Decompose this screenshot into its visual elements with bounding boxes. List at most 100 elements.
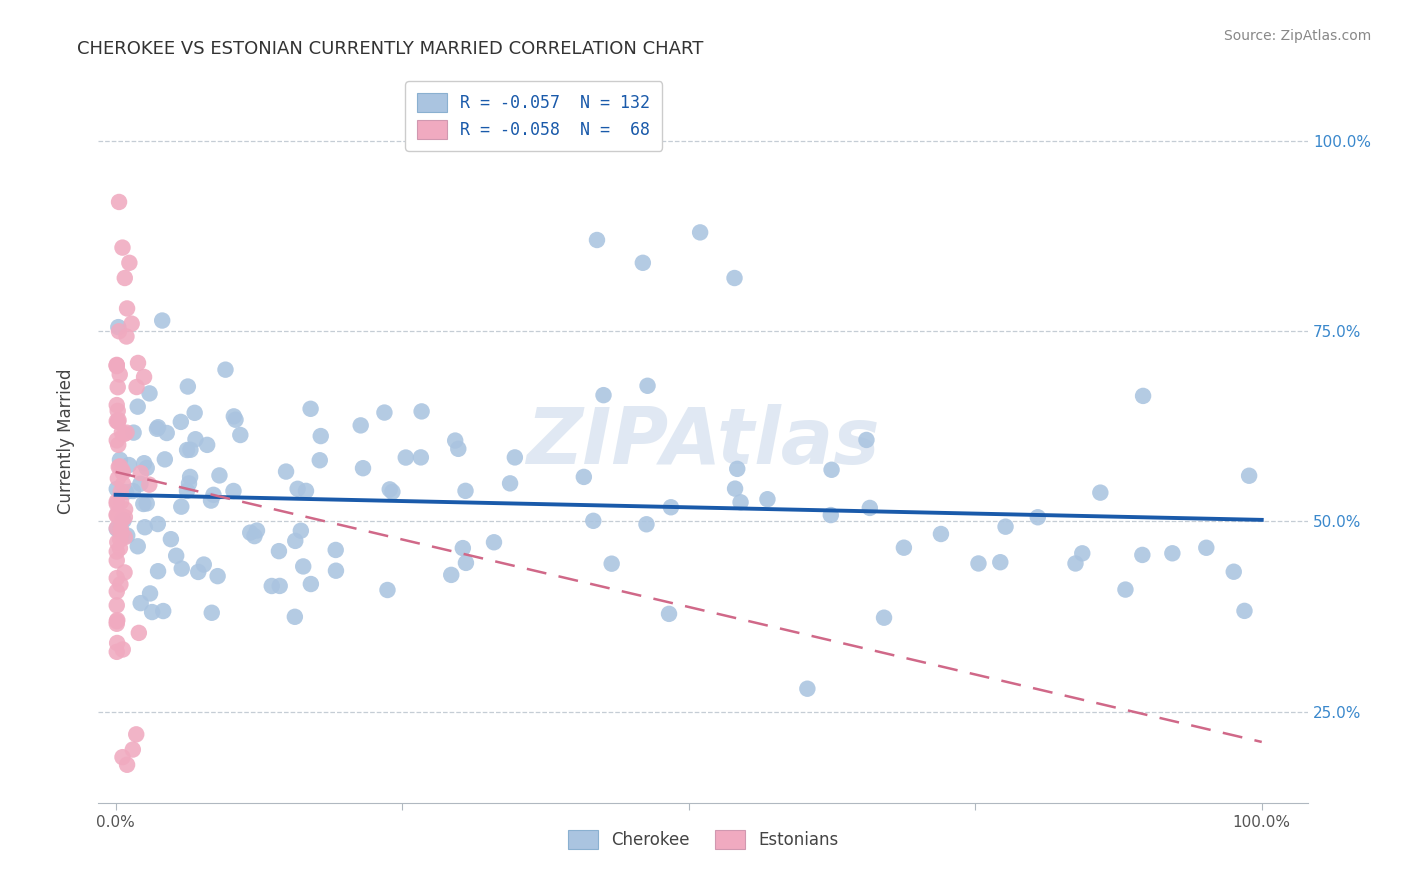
- Point: [150, 313, 173, 327]
- Point: [269, 579, 291, 593]
- Point: [111, 513, 134, 527]
- Point: [127, 539, 149, 553]
- Point: [967, 557, 990, 571]
- Point: [636, 517, 658, 532]
- Point: [295, 483, 318, 498]
- Point: [309, 429, 332, 443]
- Point: [105, 494, 128, 508]
- Point: [796, 681, 818, 696]
- Point: [134, 520, 156, 534]
- Point: [108, 324, 131, 338]
- Point: [290, 524, 312, 538]
- Point: [409, 450, 432, 465]
- Point: [105, 584, 128, 599]
- Point: [214, 362, 236, 376]
- Point: [138, 386, 160, 401]
- Point: [176, 442, 198, 457]
- Point: [260, 579, 283, 593]
- Point: [1161, 546, 1184, 560]
- Point: [1195, 541, 1218, 555]
- Point: [350, 418, 373, 433]
- Point: [267, 544, 290, 558]
- Point: [1026, 510, 1049, 524]
- Point: [193, 558, 215, 572]
- Point: [170, 561, 193, 575]
- Point: [108, 194, 131, 209]
- Point: [893, 541, 915, 555]
- Point: [170, 415, 193, 429]
- Point: [114, 510, 136, 524]
- Point: [112, 477, 135, 491]
- Point: [127, 356, 149, 370]
- Point: [107, 413, 129, 427]
- Point: [184, 432, 207, 446]
- Point: [378, 483, 401, 497]
- Point: [129, 476, 152, 491]
- Point: [820, 463, 842, 477]
- Point: [105, 398, 128, 412]
- Point: [134, 456, 156, 470]
- Point: [146, 420, 169, 434]
- Point: [440, 568, 463, 582]
- Point: [381, 484, 404, 499]
- Point: [988, 555, 1011, 569]
- Point: [572, 470, 595, 484]
- Point: [107, 320, 129, 334]
- Point: [1132, 389, 1154, 403]
- Point: [1222, 565, 1244, 579]
- Point: [112, 427, 135, 442]
- Point: [499, 476, 522, 491]
- Point: [107, 415, 129, 429]
- Point: [659, 500, 682, 515]
- Point: [1064, 557, 1087, 571]
- Point: [135, 496, 157, 510]
- Point: [156, 425, 179, 440]
- Point: [631, 256, 654, 270]
- Point: [125, 727, 148, 741]
- Point: [1114, 582, 1136, 597]
- Point: [600, 557, 623, 571]
- Point: [112, 513, 135, 527]
- Point: [132, 370, 155, 384]
- Point: [107, 380, 129, 394]
- Point: [586, 233, 609, 247]
- Point: [115, 425, 138, 440]
- Point: [115, 528, 138, 542]
- Point: [177, 476, 200, 491]
- Text: CHEROKEE VS ESTONIAN CURRENTLY MARRIED CORRELATION CHART: CHEROKEE VS ESTONIAN CURRENTLY MARRIED C…: [77, 40, 704, 58]
- Point: [287, 482, 309, 496]
- Point: [929, 527, 952, 541]
- Y-axis label: Currently Married: Currently Married: [56, 368, 75, 515]
- Point: [1237, 468, 1260, 483]
- Point: [299, 577, 322, 591]
- Point: [1090, 485, 1112, 500]
- Point: [377, 582, 399, 597]
- Point: [121, 742, 143, 756]
- Point: [105, 535, 128, 549]
- Point: [127, 400, 149, 414]
- Point: [115, 757, 138, 772]
- Point: [105, 615, 128, 629]
- Point: [183, 406, 205, 420]
- Point: [108, 541, 131, 556]
- Point: [115, 485, 138, 500]
- Point: [756, 492, 779, 507]
- Point: [352, 461, 374, 475]
- Point: [107, 438, 129, 452]
- Point: [125, 380, 148, 394]
- Point: [165, 549, 187, 563]
- Point: [108, 368, 131, 382]
- Text: ZIPAtlas: ZIPAtlas: [526, 403, 880, 480]
- Point: [107, 404, 129, 418]
- Point: [284, 609, 307, 624]
- Point: [105, 616, 128, 631]
- Point: [689, 226, 711, 240]
- Point: [105, 571, 128, 585]
- Point: [114, 271, 136, 285]
- Point: [105, 636, 128, 650]
- Point: [873, 610, 896, 624]
- Point: [105, 599, 128, 613]
- Point: [292, 559, 315, 574]
- Point: [105, 482, 128, 496]
- Point: [105, 553, 128, 567]
